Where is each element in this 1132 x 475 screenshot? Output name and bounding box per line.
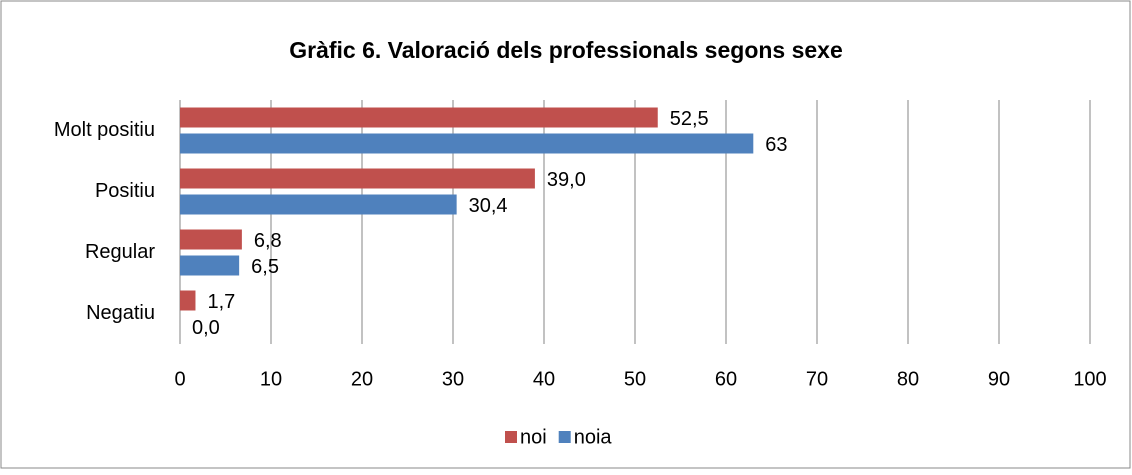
x-tick-label: 100 [1073,368,1106,390]
value-label: 63 [765,134,787,156]
bar [180,290,196,311]
y-tick-label: Positiu [95,180,155,202]
x-tick-label: 30 [442,368,464,390]
x-tick-label: 10 [260,368,282,390]
y-tick-label: Negatiu [86,302,155,324]
x-tick-label: 60 [715,368,737,390]
value-label: 39,0 [547,169,586,191]
legend-swatch [505,431,517,443]
legend-label: noi [520,426,547,448]
value-label: 0,0 [192,317,220,339]
x-tick-label: 80 [897,368,919,390]
bar [180,194,457,215]
chart-title: Gràfic 6. Valoració dels professionals s… [289,37,843,63]
value-label: 1,7 [207,291,235,313]
y-tick-label: Molt positiu [54,119,155,141]
value-label: 30,4 [469,195,508,217]
x-tick-label: 70 [806,368,828,390]
value-label: 6,8 [254,230,282,252]
value-label: 6,5 [251,256,279,278]
x-tick-label: 20 [351,368,373,390]
bar [180,133,754,154]
bar [180,255,240,276]
x-tick-label: 50 [624,368,646,390]
x-tick-label: 90 [988,368,1010,390]
bar [180,168,535,189]
legend-swatch [558,431,571,443]
bar [180,229,242,250]
x-tick-label: 0 [174,368,185,390]
y-tick-label: Regular [85,241,155,263]
x-tick-label: 40 [533,368,555,390]
legend-label: noia [574,426,613,448]
bar [180,107,658,128]
value-label: 52,5 [670,108,709,130]
